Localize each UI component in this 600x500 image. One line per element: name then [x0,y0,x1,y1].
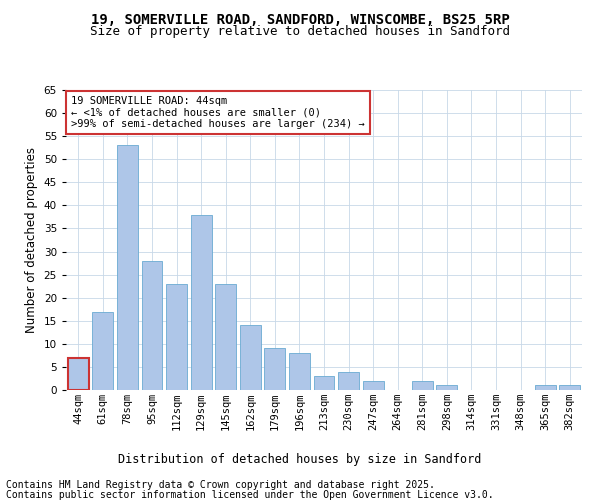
Bar [240,326,261,390]
Bar [559,386,580,390]
Bar [314,376,334,390]
Bar [68,358,89,390]
Text: 19, SOMERVILLE ROAD, SANDFORD, WINSCOMBE, BS25 5RP: 19, SOMERVILLE ROAD, SANDFORD, WINSCOMBE… [91,12,509,26]
Text: 19 SOMERVILLE ROAD: 44sqm
← <1% of detached houses are smaller (0)
>99% of semi-: 19 SOMERVILLE ROAD: 44sqm ← <1% of detac… [71,96,365,129]
Bar [166,284,187,390]
Bar [215,284,236,390]
Bar [436,386,457,390]
Bar [289,353,310,390]
Bar [338,372,359,390]
Bar [535,386,556,390]
Bar [191,214,212,390]
Text: Contains public sector information licensed under the Open Government Licence v3: Contains public sector information licen… [6,490,494,500]
Bar [117,146,138,390]
Y-axis label: Number of detached properties: Number of detached properties [25,147,38,333]
Bar [92,312,113,390]
Bar [265,348,286,390]
Text: Distribution of detached houses by size in Sandford: Distribution of detached houses by size … [118,452,482,466]
Bar [362,381,383,390]
Text: Size of property relative to detached houses in Sandford: Size of property relative to detached ho… [90,25,510,38]
Text: Contains HM Land Registry data © Crown copyright and database right 2025.: Contains HM Land Registry data © Crown c… [6,480,435,490]
Bar [412,381,433,390]
Bar [142,261,163,390]
